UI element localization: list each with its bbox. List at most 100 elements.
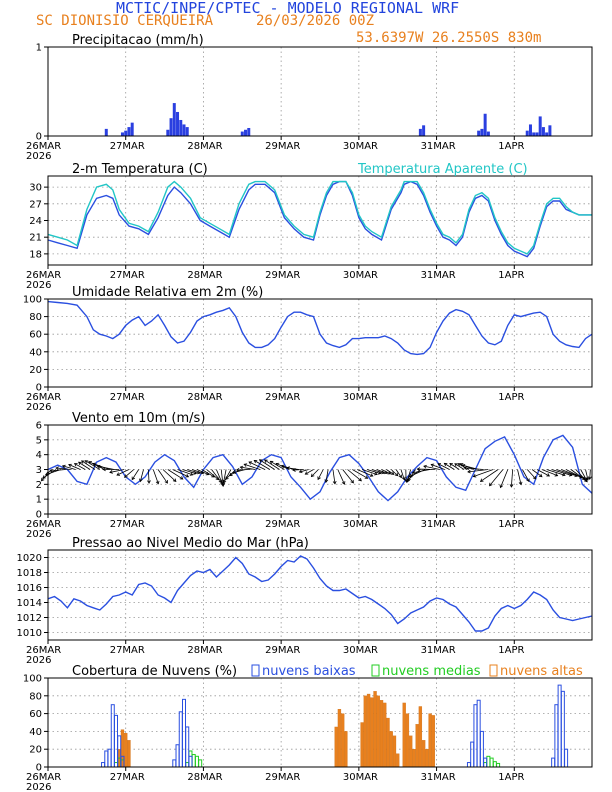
wind-arrow-head [358, 477, 362, 482]
legend-swatch [251, 664, 260, 677]
precip-bar [176, 111, 180, 136]
cloud-bar-nuvens-baixas [564, 748, 569, 768]
wind-arrow [157, 469, 168, 484]
wind-arrow [131, 469, 140, 480]
precip-bar [120, 132, 124, 136]
cloud-bar-nuvens-altas [341, 713, 345, 768]
precip-bar [169, 118, 173, 136]
wind-arrow-head [461, 464, 466, 468]
ytick-label: 20 [29, 745, 42, 756]
wind-arrow-head [258, 459, 263, 463]
wind-arrow-head [350, 479, 354, 484]
wind-arrow-head [430, 463, 435, 468]
panel-title: 2-m Temperatura (C) [72, 162, 208, 177]
cloud-bar-nuvens-altas [392, 735, 397, 768]
wind-arrow-head [275, 462, 280, 467]
cloud-bar-nuvens-baixas [557, 684, 562, 768]
cloud-bar-nuvens-medias [496, 762, 501, 768]
wind-arrow-head [81, 460, 85, 464]
xtick-label: 31MAR [421, 141, 456, 152]
panel-title: Vento em 10m (m/s) [72, 411, 205, 426]
wind-arrow-head [463, 466, 468, 470]
wind-arrow [536, 469, 550, 477]
cloud-bar-nuvens-altas [360, 722, 364, 768]
legend-apparent-temp: Temperatura Aparente (C) [357, 162, 528, 177]
ytick-label: 1 [36, 495, 42, 506]
ytick-label: 2 [36, 480, 42, 491]
precip-bar [166, 129, 170, 136]
wind-arrow-head [411, 470, 416, 475]
wind-arrow-head [179, 476, 184, 480]
panel-precip: 0 1 26MAR 27MAR 28MAR 29MAR 30MAR 31MAR 1APR 2026… [26, 33, 593, 162]
cloud-bar-nuvens-baixas [560, 690, 565, 768]
wind-arrow-head [68, 463, 72, 468]
wind-arrow [317, 469, 324, 480]
cloud-bar-nuvens-baixas [175, 744, 180, 768]
wind-arrow-head [239, 465, 244, 470]
wind-arrow-head [364, 475, 369, 479]
cloud-bar-nuvens-baixas [185, 726, 190, 768]
ytick-label: 0 [36, 132, 42, 143]
wind-arrow [116, 469, 130, 476]
panel-pressure: 1010 1012 1014 1016 1018 1020 26MAR 27MAR 28MAR 2… [17, 536, 593, 666]
ytick-label: 5 [36, 435, 42, 446]
wind-arrow [510, 469, 514, 487]
ytick-label: 21 [29, 233, 42, 244]
wind-arrow [347, 469, 362, 482]
wind-arrow-head [222, 479, 227, 484]
cloud-bar-nuvens-medias [486, 755, 491, 768]
wind-arrow-head [109, 470, 113, 474]
wind-arrow [41, 469, 52, 482]
wind-arrow [177, 469, 193, 476]
precip-bar [244, 129, 248, 136]
wind-arrow [449, 463, 460, 470]
xtick-year: 2026 [26, 280, 51, 291]
ytick-label: 3 [36, 465, 42, 476]
wind-arrow-head [304, 471, 309, 475]
wind-arrow-head [467, 469, 471, 474]
cloud-bar-nuvens-baixas [479, 730, 484, 768]
wind-arrow-head [398, 474, 402, 479]
wind-arrow-head [40, 477, 45, 482]
wind-arrow-head [532, 475, 537, 480]
wind-arrow [240, 466, 256, 470]
ytick-label: 20 [29, 365, 42, 376]
wind-arrow [423, 465, 440, 470]
xtick-label: 26MAR [26, 392, 61, 403]
xtick-label: 31MAR [421, 519, 456, 530]
wind-arrow [546, 469, 566, 476]
wind-arrow [464, 467, 484, 470]
cloud-bar-nuvens-altas [412, 749, 416, 768]
panel-title: Cobertura de Nuvens (%) [72, 664, 237, 679]
cloud-bar-nuvens-baixas [104, 750, 109, 768]
xtick-year: 2026 [26, 402, 51, 413]
wind-arrow-head [489, 482, 493, 487]
wind-arrow [97, 465, 115, 470]
wind-arrow-head [235, 467, 240, 472]
wind-arrow-head [189, 472, 194, 476]
ytick-label: 60 [29, 330, 42, 341]
ytick-label: 0 [36, 510, 42, 521]
wind-arrow [147, 469, 150, 484]
wind-arrow-head [232, 470, 237, 474]
ytick-label: 6 [36, 421, 42, 432]
cloud-bar-nuvens-altas [415, 724, 419, 768]
xtick-label: 26MAR [26, 645, 61, 656]
header-title: MCTIC/INPE/CPTEC - MODELO REGIONAL WRF [116, 0, 459, 17]
wind-arrow-head [561, 472, 566, 477]
xtick-label: 27MAR [110, 772, 145, 783]
wind-arrow [580, 469, 588, 481]
wind-arrow-head [139, 478, 143, 483]
cloud-bar-nuvens-baixas [551, 757, 556, 768]
ytick-label: 1020 [17, 553, 42, 564]
wind-arrow [299, 469, 309, 473]
cloud-bar-nuvens-baixas [188, 755, 193, 768]
wind-arrow-head [280, 464, 285, 469]
xtick-label: 30MAR [343, 772, 378, 783]
wind-arrow [431, 464, 445, 470]
panel-frame [47, 46, 593, 137]
precip-bar [545, 132, 549, 136]
cloud-bar-nuvens-altas [337, 709, 342, 768]
wind-arrow-head [264, 459, 268, 463]
xtick-year: 2026 [26, 151, 51, 162]
